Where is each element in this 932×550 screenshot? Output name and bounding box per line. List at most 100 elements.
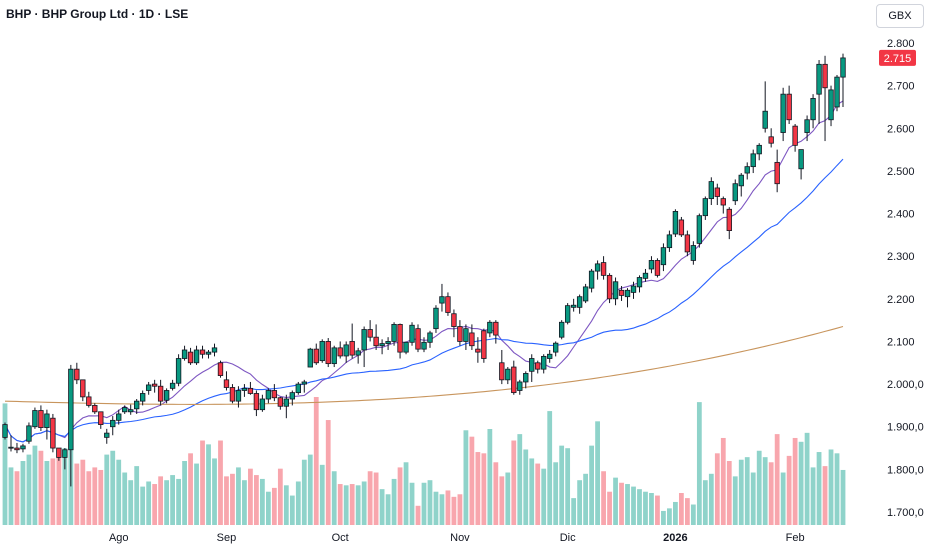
candle [349, 323, 355, 359]
candle-body-up [295, 383, 301, 394]
candle-body-down [481, 330, 487, 359]
candle-body-up [169, 382, 176, 389]
currency-selector[interactable]: GBX [876, 4, 924, 28]
last-price-badge: 2.715 [879, 49, 916, 66]
candle [211, 343, 218, 357]
volume-bar [283, 485, 289, 525]
candle [517, 379, 523, 395]
volume-bar [325, 420, 331, 525]
candle-body-down [98, 411, 104, 425]
price-axis: 2.800 2.700 2.600 2.500 2.400 2.300 2.200 2.100… [887, 38, 924, 519]
candle [289, 390, 295, 406]
volume-bar [122, 472, 128, 525]
candle-body-down [678, 219, 685, 236]
candle [594, 260, 601, 280]
volume-bar [385, 494, 391, 525]
candle-body-down [253, 393, 260, 411]
candle-body-down [457, 326, 463, 342]
candle-body-down [313, 348, 319, 364]
volume-bar [343, 485, 349, 525]
candle [86, 391, 92, 408]
candle [732, 179, 738, 206]
candle-body-up [8, 446, 14, 449]
volume-bar [565, 448, 571, 525]
candle [128, 404, 134, 415]
volume-bar [798, 441, 804, 525]
candle [840, 53, 846, 107]
last-price-badge-bg [879, 49, 916, 66]
candle [499, 349, 505, 385]
volume-bar [265, 491, 271, 525]
candle-body-up [750, 153, 756, 168]
volume-bar [116, 459, 122, 525]
volume-bar [200, 440, 205, 525]
candle-body-down [445, 296, 451, 313]
candle-body-down [493, 321, 499, 336]
volume-bar [337, 484, 343, 525]
candle-body-up [427, 332, 433, 343]
chart-title: BHP · BHP Group Ltd · 1D · LSE [6, 7, 189, 21]
candle [720, 196, 726, 214]
candle-body-up [331, 347, 337, 365]
volume-bar [678, 493, 684, 525]
candle-body-down [451, 313, 457, 327]
candle [612, 277, 619, 306]
candle [68, 364, 74, 487]
candle-body-up [702, 198, 708, 217]
volume-bar [535, 463, 541, 525]
volume-bar [176, 478, 181, 525]
volume-bar [289, 495, 295, 525]
candle [223, 371, 230, 391]
candle-body-down [475, 348, 481, 353]
volume-bar [840, 469, 846, 525]
y-tick-label: 1.900,0 [887, 422, 924, 434]
candle-body-down [606, 274, 613, 300]
moving-average-layer [4, 100, 844, 443]
candle [822, 55, 828, 142]
candle [834, 74, 840, 112]
volume-bar [421, 482, 427, 525]
candle [606, 273, 613, 304]
candle [181, 345, 188, 361]
volume-bar [708, 473, 714, 525]
volume-bar [690, 504, 696, 525]
candle [403, 341, 409, 355]
candle [307, 347, 313, 368]
volume-bar [601, 471, 606, 525]
candle-body-up [523, 373, 529, 383]
volume-bar [625, 484, 630, 525]
candle [756, 143, 762, 161]
volume-bar [756, 450, 762, 525]
y-tick-label: 2.600 [887, 123, 915, 135]
candle-body-up [122, 407, 128, 413]
candle [475, 337, 481, 363]
candle-body-down [535, 362, 541, 370]
ma-mid-line [4, 158, 844, 443]
candle [122, 405, 128, 414]
volume-bar [20, 461, 26, 525]
volume-bar [92, 467, 98, 525]
candle [708, 177, 714, 206]
candle-body-up [505, 368, 511, 381]
volume-bar [553, 462, 559, 525]
candle [487, 320, 493, 338]
volume-bar [714, 453, 720, 525]
candle [193, 345, 200, 365]
volume-bar [661, 510, 666, 525]
candle [116, 409, 122, 425]
volume-bar [696, 402, 702, 525]
volume-bar [816, 452, 822, 525]
candle-body-up [798, 149, 804, 170]
candle [433, 305, 439, 333]
volume-bar [631, 486, 636, 525]
volume-bar [38, 450, 44, 525]
candle-body-up [636, 277, 643, 288]
candle-body-up [630, 285, 637, 293]
candle-body-up [642, 272, 649, 279]
volume-bar [379, 489, 385, 525]
candle-body-down [618, 289, 625, 296]
volume-bar [236, 467, 241, 525]
volume-bar [732, 476, 738, 525]
volume-bar [2, 403, 8, 525]
